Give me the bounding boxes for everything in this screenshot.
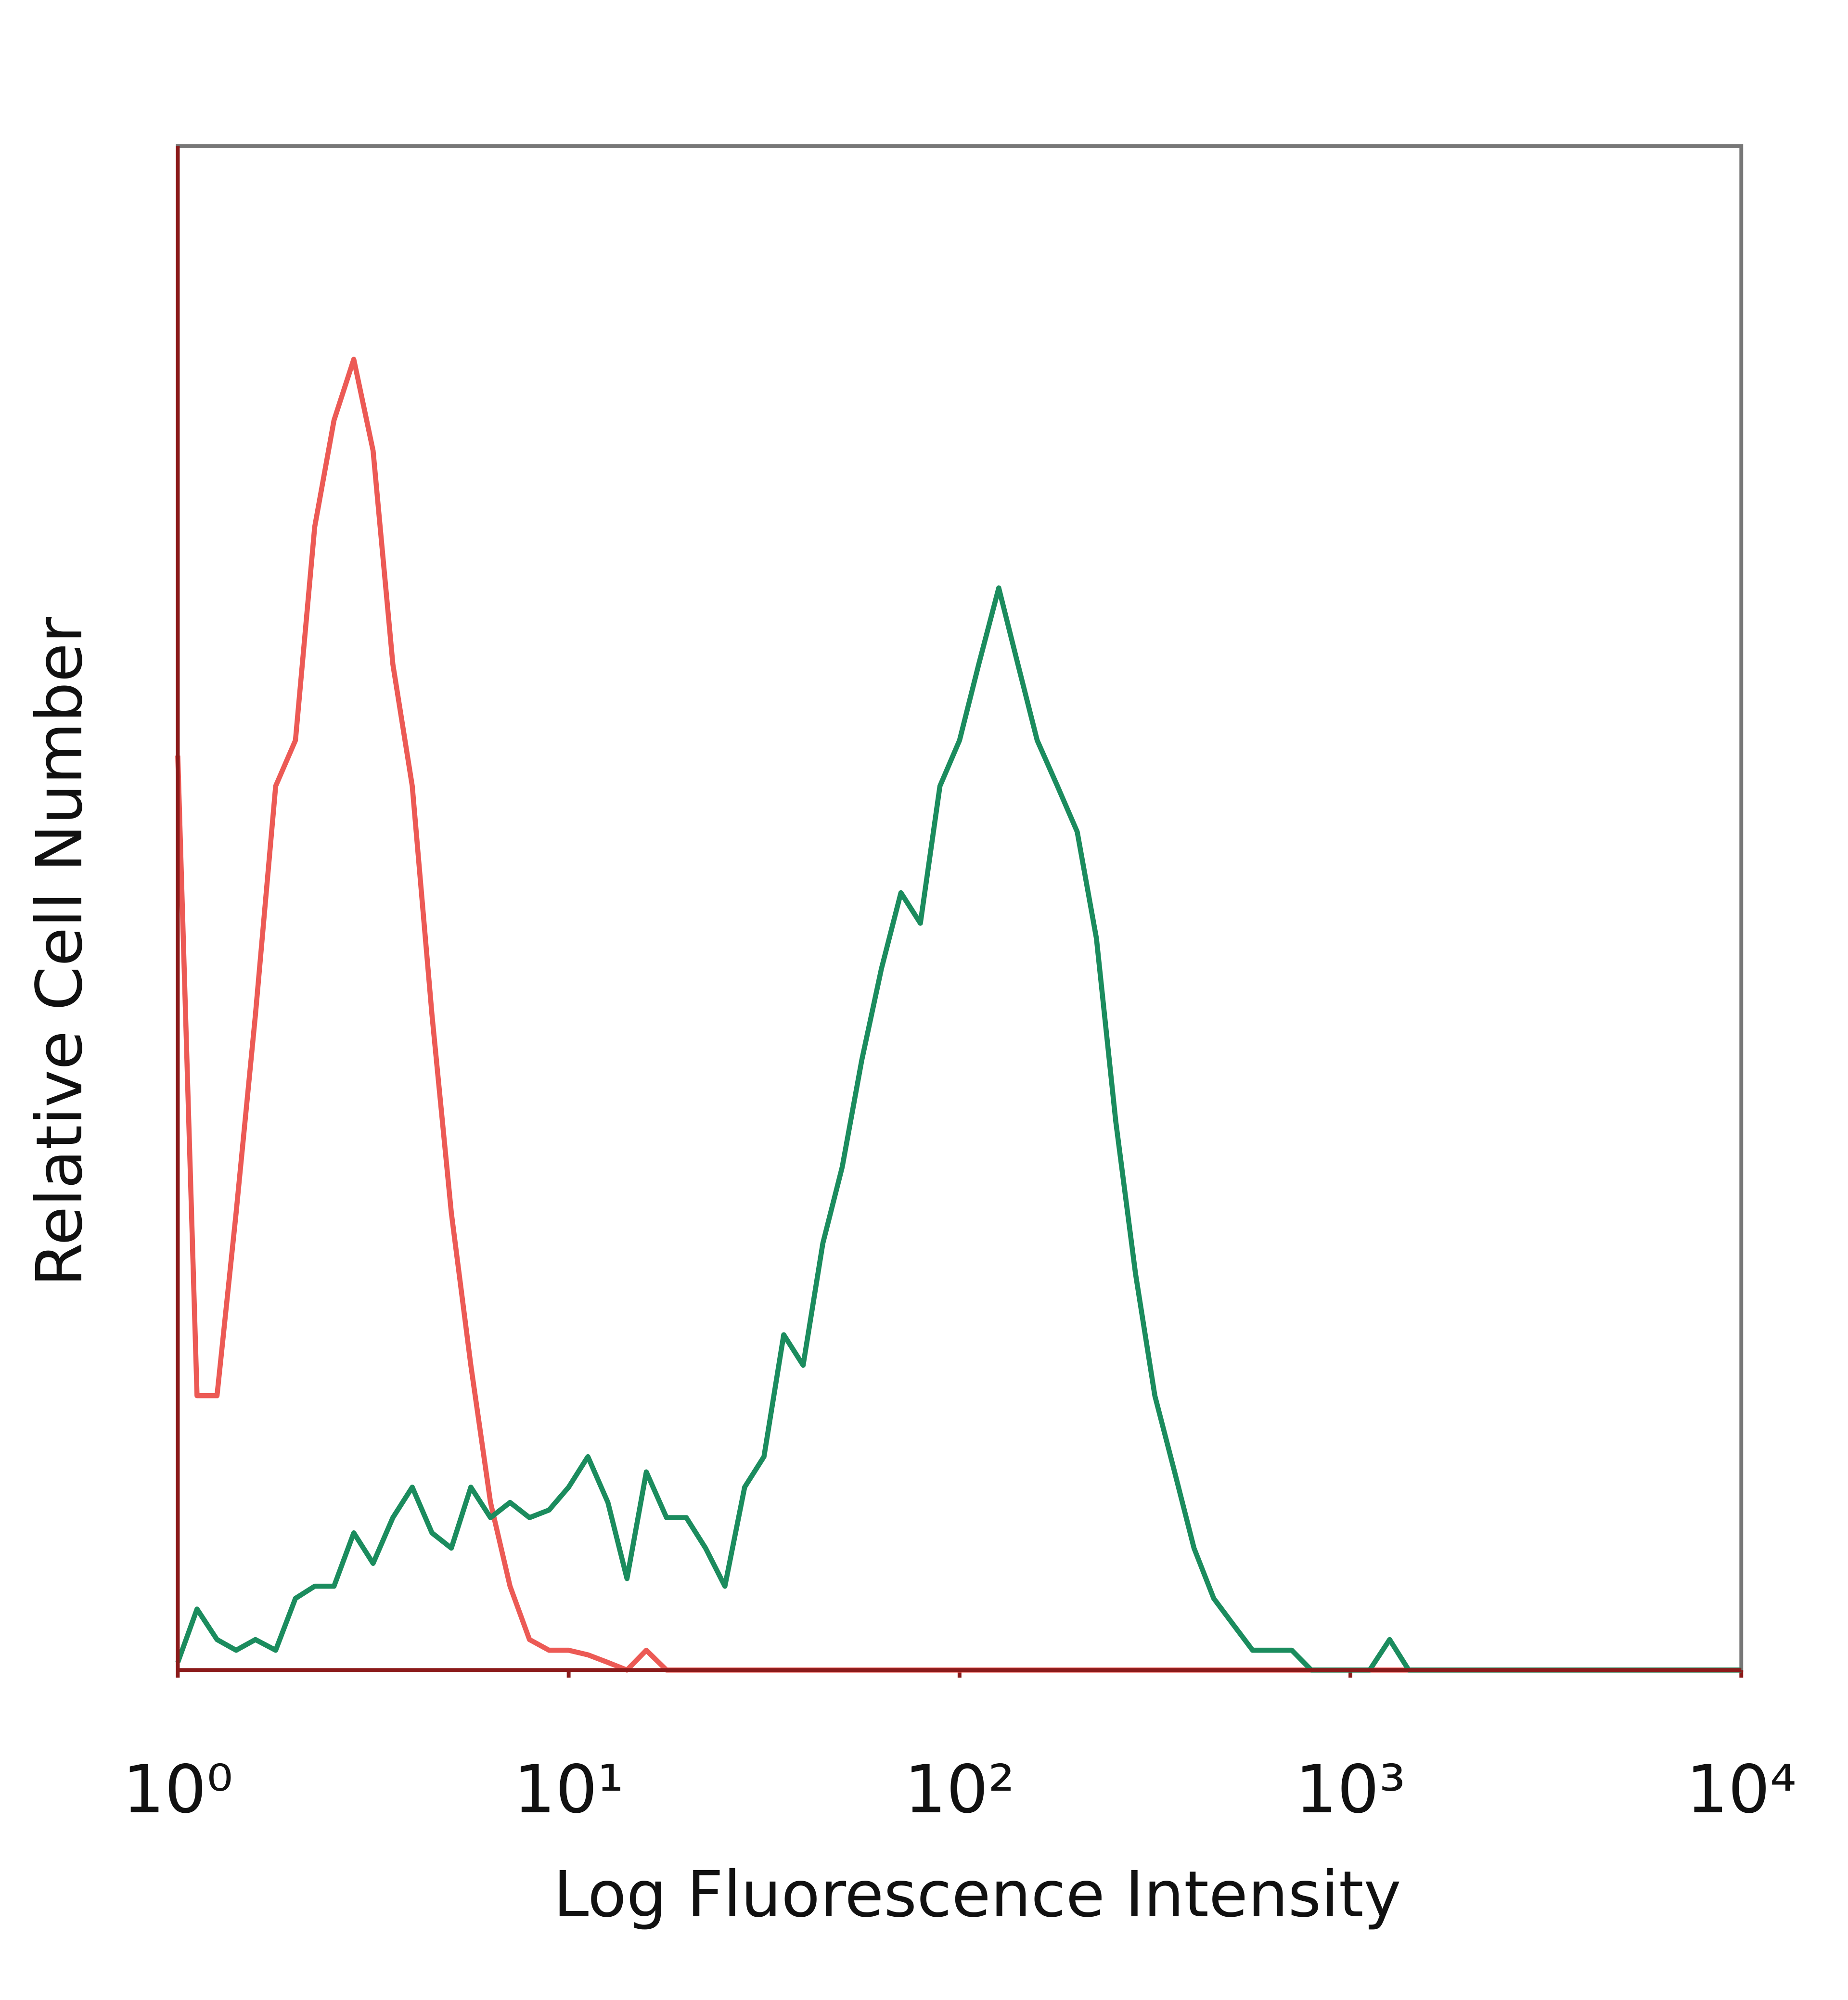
plot-frame [176, 144, 1744, 1672]
x-axis-label: Log Fluorescence Intensity [553, 1858, 1401, 1932]
x-tick-label: 10¹ [513, 1752, 624, 1828]
x-tick-label: 10² [904, 1752, 1014, 1828]
series-line [175, 585, 1742, 1673]
x-tick-label: 10⁴ [1686, 1752, 1797, 1828]
x-tick-label: 10³ [1295, 1752, 1405, 1828]
series-line [175, 357, 1742, 1673]
y-axis-label: Relative Cell Number [23, 616, 97, 1286]
x-tick-label: 10⁰ [123, 1752, 233, 1828]
